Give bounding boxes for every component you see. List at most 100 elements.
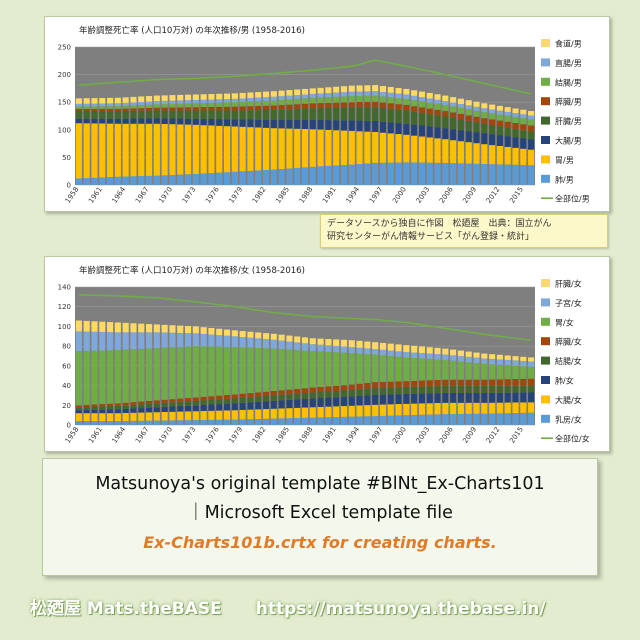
bar-segment [146,110,153,119]
bar-segment [489,164,496,185]
bar-segment [216,119,223,126]
bar-segment [325,97,332,103]
bar-segment [138,323,145,333]
bar-segment [161,399,168,403]
bar-segment [489,134,496,146]
bar-segment [387,97,394,104]
bar-segment [169,107,176,111]
bar-segment [418,136,425,163]
bar-segment [107,413,114,422]
bar-segment [83,118,90,124]
bar-segment [325,93,332,98]
bar-segment [99,321,106,332]
bar-segment [372,404,379,417]
bar-segment [309,351,316,388]
bar-segment [457,119,464,131]
legend-swatch [541,174,550,183]
x-tick-label: 1988 [298,426,315,445]
legend-swatch [541,279,550,287]
bar-segment [489,113,496,120]
bar-segment [481,108,488,113]
bar-segment [364,382,371,389]
bar-segment [309,392,316,399]
bar-segment [223,110,231,120]
bar-segment [520,148,527,165]
bar-segment [231,410,238,420]
bar-segment [216,93,223,100]
legend-swatch [541,116,550,125]
y-tick-label: 60 [62,362,71,370]
bar-segment [418,358,425,381]
bar-segment [130,420,137,425]
bar-segment [489,392,496,403]
y-tick-label: 100 [58,126,71,134]
bar-segment [138,412,145,421]
bar-segment [450,140,457,164]
bar-segment [442,95,449,102]
x-tick-label: 1967 [134,186,151,205]
bar-segment [107,106,114,109]
bar-segment [418,162,425,185]
bar-segment [301,398,309,408]
footer-url[interactable]: https://matsunoya.thebase.in/ [255,599,546,619]
bar-segment [442,359,449,380]
bar-segment [185,110,192,119]
bar-segment [262,97,270,101]
bar-segment [239,110,246,120]
bar-segment [161,95,168,101]
bar-segment [262,127,270,170]
bar-segment [364,91,371,96]
bar-segment [153,104,160,108]
bar-segment [372,120,379,133]
bar-segment [223,329,231,336]
bar-segment [504,136,511,147]
bar-segment [75,413,82,422]
bar-segment [107,406,114,410]
bar-segment [278,168,285,185]
bar-segment [465,386,472,393]
bar-segment [465,120,472,132]
legend-label: 胃/女 [555,317,574,327]
bar-segment [309,344,316,352]
bar-segment [418,386,425,394]
bar-segment [333,397,340,407]
bar-segment [138,118,145,124]
bar-segment [239,397,246,403]
female-mortality-chart: 年齢調整死亡率 (人口10万対) の年次推移/女 (1958-2016) 0 20 4… [58,265,590,445]
bar-segment [372,95,379,102]
bar-segment [340,352,348,386]
bar-segment [185,100,192,104]
total-series-line [78,294,532,342]
bar-segment [130,332,137,350]
bar-segment [512,122,519,129]
template-filename: Ex-Charts101b.crtx for creating charts. [143,533,497,552]
bar-segment [262,339,270,349]
bar-segment [130,105,137,109]
bar-segment [418,353,425,359]
bar-segment [309,129,316,167]
bar-segment [294,418,301,425]
bar-segment [262,333,270,340]
x-tick-label: 2012 [485,426,502,445]
bar-segment [146,400,153,404]
bar-segment [200,419,207,425]
bar-segment [496,402,503,414]
bar-segment [192,346,199,398]
bar-segment [387,103,394,109]
bar-segment [426,92,433,99]
bar-segment [146,104,153,108]
bar-segment [91,421,98,425]
bar-segment [442,128,449,140]
bar-segment [169,411,176,421]
bar-segment [270,395,277,401]
bar-segment [185,107,192,111]
bar-segment [239,402,246,410]
bar-segment [372,342,379,350]
bar-segment [301,343,309,351]
bar-segment [192,94,199,100]
bar-segment [434,359,441,380]
bar-segment [91,404,98,407]
bar-segment [465,142,472,164]
bar-segment [177,94,184,101]
bar-segment [255,332,262,339]
